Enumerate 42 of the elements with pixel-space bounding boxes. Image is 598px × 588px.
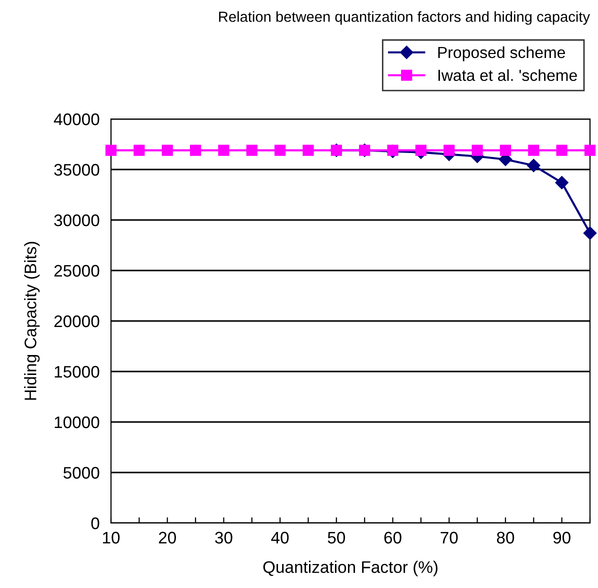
x-tick-label: 10: [103, 532, 120, 544]
y-tick-label: 15000: [54, 366, 100, 378]
chart-title: Relation between quantization factors and hiding capacity: [219, 11, 590, 25]
y-tick-label: 30000: [54, 214, 100, 226]
point: [583, 226, 597, 240]
point: [556, 144, 568, 156]
point: [500, 144, 512, 156]
x-tick-label: 70: [440, 532, 458, 544]
y-tick-label: 20000: [54, 315, 100, 328]
point: [387, 144, 398, 156]
point: [246, 144, 258, 156]
point: [555, 176, 568, 190]
x-axis-title: Quantization Factor (%): [263, 560, 438, 576]
x-tick-label: 30: [215, 532, 232, 544]
x-tick-label: 50: [328, 532, 346, 544]
y-tick-label: 0: [91, 517, 100, 530]
x-tick-label: 40: [271, 532, 289, 544]
y-tick-label: 5000: [63, 466, 100, 479]
point: [528, 144, 540, 156]
point: [134, 144, 145, 156]
x-tick-label: 80: [496, 532, 514, 544]
x-tick-label: 90: [553, 532, 570, 544]
point: [472, 144, 483, 156]
y-tick-label: 40000: [54, 113, 100, 126]
y-tick-label: 10000: [54, 416, 100, 428]
point: [190, 144, 202, 156]
x-tick-label: 20: [158, 532, 176, 544]
y-axis-title: Hiding Capacity (Bits): [24, 242, 40, 400]
legend-label: Proposed scheme: [438, 46, 565, 62]
point: [584, 144, 596, 156]
point: [527, 158, 540, 172]
y-tick-label: 25000: [54, 264, 100, 277]
y-tick-label: 35000: [54, 164, 100, 176]
point: [218, 144, 230, 156]
point: [302, 144, 314, 156]
point: [415, 144, 426, 156]
point: [162, 144, 173, 156]
point: [274, 144, 286, 156]
x-tick-label: 60: [384, 532, 402, 544]
point: [105, 144, 117, 156]
point: [444, 144, 455, 156]
legend-label: Iwata et al. 'scheme: [438, 69, 577, 81]
